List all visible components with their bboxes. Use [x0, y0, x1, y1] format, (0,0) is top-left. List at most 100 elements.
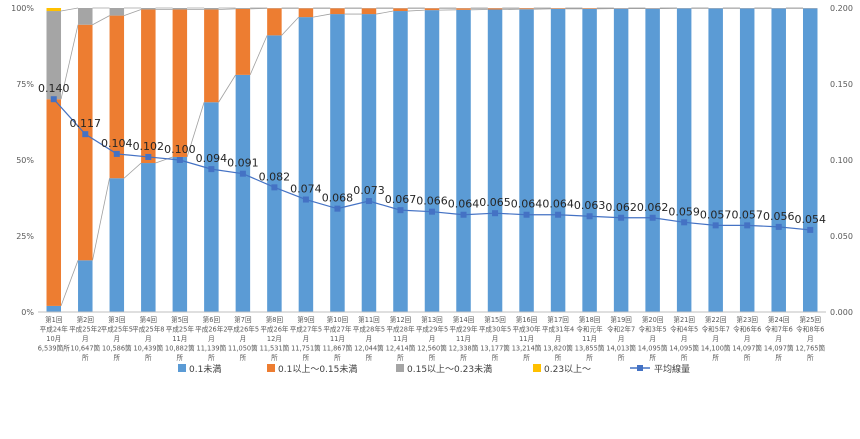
bars-group — [47, 8, 818, 312]
x-tick-label-20-5: 所 — [649, 353, 656, 362]
average-dose-point-21 — [681, 219, 687, 225]
average-dose-label-1: 0.140 — [38, 82, 70, 95]
x-tick-label-4-4: 10,439箇 — [133, 344, 163, 353]
x-tick-label-12-4: 12,414箇 — [386, 344, 416, 353]
bar-segment-2-9 — [299, 8, 314, 17]
x-axis-labels: 第1回平成24年10月6,539箇所第2回平成25年2月10,647箇所第3回平… — [38, 315, 826, 362]
x-tick-label-6-5: 所 — [208, 353, 215, 362]
x-tick-label-19-1: 第19回 — [610, 315, 632, 324]
x-tick-label-22-5: 所 — [712, 353, 719, 362]
x-tick-label-2-1: 第2回 — [77, 315, 95, 324]
x-tick-label-17-5: 所 — [555, 353, 562, 362]
bar-segment-1-22 — [708, 8, 723, 312]
x-tick-label-3-4: 10,586箇 — [102, 344, 132, 353]
average-dose-label-22: 0.057 — [700, 208, 732, 221]
x-tick-label-24-5: 所 — [775, 353, 782, 362]
average-dose-label-5: 0.100 — [164, 143, 196, 156]
x-tick-label-19-3: 月 — [618, 335, 625, 343]
x-tick-label-9-1: 第9回 — [297, 315, 315, 324]
x-tick-label-8-4: 11,531箇 — [260, 344, 290, 353]
x-tick-label-5-4: 10,882箇 — [165, 344, 195, 353]
average-dose-label-17: 0.064 — [542, 198, 574, 211]
bar-segment-2-17 — [551, 8, 566, 9]
average-dose-point-7 — [240, 171, 246, 177]
average-dose-label-14: 0.064 — [448, 198, 480, 211]
average-dose-point-2 — [82, 131, 88, 137]
average-dose-label-6: 0.094 — [196, 152, 228, 165]
bar-segment-3-5 — [173, 8, 188, 10]
x-tick-label-12-2: 平成28年 — [386, 325, 415, 334]
x-tick-label-15-1: 第15回 — [484, 315, 506, 324]
x-tick-label-8-3: 12月 — [267, 335, 282, 343]
x-tick-label-21-3: 月 — [681, 335, 688, 343]
x-tick-label-17-1: 第17回 — [547, 315, 569, 324]
y-left-tick-label-1: 0% — [21, 308, 34, 317]
average-dose-point-4 — [145, 154, 151, 160]
average-dose-point-14 — [461, 212, 467, 218]
bar-segment-1-6 — [204, 102, 219, 312]
series-line-1-8 — [282, 17, 299, 35]
x-tick-label-17-2: 平成31年4 — [542, 325, 574, 334]
x-tick-label-9-5: 所 — [303, 353, 310, 362]
x-tick-label-10-1: 第10回 — [327, 315, 349, 324]
y-left-tick-label-4: 75% — [16, 80, 34, 89]
x-tick-label-22-2: 令和5年7 — [702, 325, 730, 334]
series-line-3-1 — [61, 8, 78, 11]
x-tick-label-7-4: 11,050箇 — [228, 344, 258, 353]
x-tick-label-16-5: 所 — [523, 353, 530, 362]
x-tick-label-1-3: 10月 — [46, 335, 61, 343]
average-dose-point-10 — [334, 206, 340, 212]
x-tick-label-20-3: 月 — [649, 335, 656, 343]
x-tick-label-6-2: 平成26年2 — [195, 325, 227, 334]
x-tick-label-20-1: 第20回 — [642, 315, 664, 324]
x-tick-label-12-1: 第12回 — [390, 315, 412, 324]
legend-label-1: 0.1未満 — [189, 363, 221, 375]
average-dose-label-20: 0.062 — [637, 201, 669, 214]
average-dose-label-2: 0.117 — [70, 117, 102, 130]
bar-segment-1-18 — [582, 9, 597, 312]
legend-swatch-4 — [533, 364, 541, 372]
bar-segment-1-14 — [456, 10, 471, 312]
bar-segment-1-19 — [614, 9, 629, 312]
bar-segment-2-18 — [582, 8, 597, 9]
x-tick-label-25-2: 令和8年6 — [796, 325, 824, 334]
bar-segment-2-1 — [47, 99, 62, 306]
x-tick-label-11-3: 月 — [366, 335, 373, 343]
x-tick-label-5-3: 11月 — [172, 335, 187, 343]
x-tick-label-11-5: 所 — [366, 353, 373, 362]
x-tick-label-22-1: 第22回 — [705, 315, 727, 324]
average-dose-label-21: 0.059 — [668, 205, 700, 218]
x-tick-label-18-5: 所 — [586, 353, 593, 362]
y-left-tick-label-3: 50% — [16, 156, 34, 165]
bar-segment-3-2 — [78, 8, 93, 25]
average-dose-point-12 — [397, 207, 403, 213]
average-dose-point-8 — [271, 184, 277, 190]
x-tick-label-5-1: 第5回 — [171, 315, 189, 324]
average-dose-label-15: 0.065 — [479, 196, 511, 209]
average-dose-point-11 — [366, 198, 372, 204]
x-tick-label-15-3: 月 — [492, 335, 499, 343]
x-tick-label-1-2: 平成24年 — [40, 325, 69, 334]
x-tick-label-18-3: 11月 — [582, 335, 597, 343]
bar-segment-1-13 — [425, 10, 440, 312]
x-tick-label-19-4: 14,013箇 — [606, 344, 636, 353]
series-line-1-6 — [219, 75, 236, 102]
x-tick-label-6-3: 月 — [208, 335, 215, 343]
x-tick-label-11-1: 第11回 — [358, 315, 380, 324]
x-tick-label-13-1: 第13回 — [421, 315, 443, 324]
bar-segment-1-7 — [236, 75, 251, 312]
y-right-tick-label-2: 0.050 — [830, 232, 853, 241]
y-right-tick-label-4: 0.150 — [830, 80, 853, 89]
bar-segment-1-1 — [47, 306, 62, 312]
x-tick-label-16-2: 平成30年 — [512, 325, 541, 334]
x-tick-label-11-2: 平成28年5 — [353, 325, 385, 334]
series-line-1-11 — [376, 11, 393, 14]
x-tick-label-8-2: 平成26年 — [260, 325, 289, 334]
average-dose-label-7: 0.091 — [227, 157, 259, 170]
x-tick-label-16-4: 13,214箇 — [512, 344, 542, 353]
x-tick-label-3-1: 第3回 — [108, 315, 126, 324]
x-tick-label-2-3: 月 — [82, 335, 89, 343]
average-dose-label-24: 0.056 — [763, 210, 795, 223]
bar-segment-2-5 — [173, 10, 188, 157]
